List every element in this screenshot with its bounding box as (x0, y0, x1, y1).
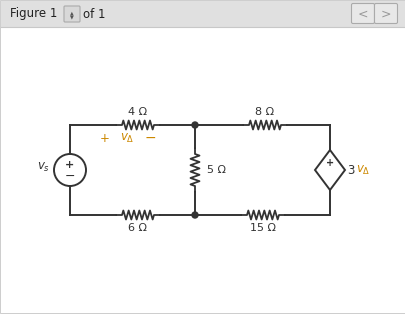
FancyBboxPatch shape (64, 6, 80, 22)
Circle shape (192, 212, 198, 218)
FancyBboxPatch shape (373, 3, 396, 24)
Circle shape (54, 154, 86, 186)
Text: ▲: ▲ (70, 10, 74, 15)
Text: 6 Ω: 6 Ω (128, 223, 147, 233)
Text: −: − (144, 131, 156, 145)
Polygon shape (314, 150, 344, 190)
Text: 5 Ω: 5 Ω (207, 165, 226, 175)
Text: +: + (65, 160, 75, 170)
Text: >: > (380, 8, 390, 20)
Text: −: − (64, 170, 75, 182)
Text: $v_\Delta$: $v_\Delta$ (355, 164, 370, 176)
Text: $v_s$: $v_s$ (37, 160, 50, 174)
Text: 3: 3 (347, 164, 358, 176)
Text: <: < (357, 8, 367, 20)
Text: 8 Ω: 8 Ω (255, 107, 274, 117)
Text: +: + (99, 132, 109, 144)
Text: $v_\Delta$: $v_\Delta$ (120, 132, 134, 144)
Text: of 1: of 1 (83, 8, 105, 20)
Text: +: + (325, 158, 333, 168)
Bar (1, 1, 404, 27)
Text: 15 Ω: 15 Ω (249, 223, 275, 233)
Text: ▼: ▼ (70, 14, 74, 19)
Circle shape (192, 122, 198, 128)
Text: 4 Ω: 4 Ω (128, 107, 147, 117)
FancyBboxPatch shape (351, 3, 373, 24)
Text: Figure 1: Figure 1 (10, 8, 57, 20)
